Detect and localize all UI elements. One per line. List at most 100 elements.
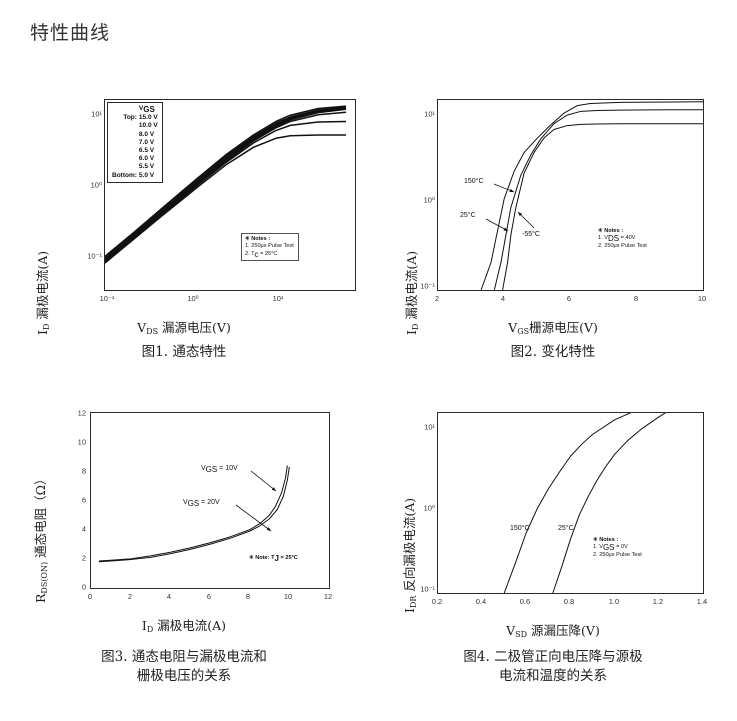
figure-4-label-150c: 150°C: [510, 525, 530, 532]
figure-3-ytick-5: 2: [81, 553, 86, 563]
figure-2-xtick-1: 4: [500, 294, 506, 303]
figure-3-notes: ✳ Note: TJ = 25°C: [246, 553, 302, 565]
figure-1-ytick-0: 10¹: [91, 109, 102, 119]
figure-1-xtick-0: 10⁻¹: [99, 294, 115, 303]
figure-3-caption-line2: 栅极电压的关系: [136, 668, 232, 684]
figure-1-xtick-2: 10¹: [272, 294, 284, 303]
figure-4-x-axis-title: VSD 源漏压降(V): [369, 620, 737, 639]
figure-3-xtick-5: 10: [283, 592, 293, 601]
x-label-text: 漏极电流(A): [153, 618, 227, 633]
figure-4-caption-line1: 图4. 二极管正向电压降与源极: [463, 649, 643, 665]
y-label-text: 通态电阻（Ω）: [33, 472, 48, 562]
note-line-0: ✳ Note: TJ = 25°C: [249, 554, 298, 563]
x-label-subscript: SD: [515, 630, 528, 639]
note-line-1: 1. VGS = 0V: [593, 543, 628, 553]
legend-position-label: [111, 139, 138, 147]
figure-3-ytick-0: 12: [77, 408, 86, 418]
figure-3: RDS(ON) 通态电阻（Ω） ✳ Note: TJ = 25°C VGS = 1…: [0, 398, 368, 718]
y-label-text: 漏极电流(A): [35, 250, 50, 324]
figure-2-label-25c-leader: [485, 218, 509, 232]
curve--55-c: [502, 123, 703, 290]
figure-4-label-25c: 25°C: [558, 525, 574, 532]
legend-value-7: 5.0 V: [138, 171, 155, 179]
figure-3-xtick-1: 2: [127, 592, 133, 601]
figure-1-ytick-2: 10⁻¹: [87, 251, 102, 261]
figure-4-xtick-1: 0.4: [475, 597, 487, 606]
note-line-2: 2. Tc = 25°C: [245, 249, 278, 259]
legend-position-label: [111, 122, 138, 130]
figure-4-xtick-4: 1.0: [608, 597, 620, 606]
y-label-text: 反向漏极电流(A): [402, 497, 417, 596]
figure-1: ID 漏极电流(A) VGS Top: 15.0 V 10.0 V 8.0 V 7.0 V…: [0, 85, 368, 385]
figure-4-xtick-5: 1.2: [652, 597, 664, 606]
x-label-text: 源漏压降(V): [527, 623, 600, 638]
figure-2-plot-area: ✳ Notes :1. VDS = 40V 2. 250μs Pulse Test…: [437, 99, 704, 291]
figure-4-notes: ✳ Notes :1. VGS = 0V 2. 250μs Pulse Test: [590, 535, 646, 562]
figure-4: IDR 反向漏极电流(A) ✳ Notes :1. VGS = 0V 2. 250…: [369, 398, 737, 718]
figure-2-x-axis-title: VGS栅源电压(V): [369, 317, 737, 336]
figure-3-x-axis-title: ID 漏极电流(A): [0, 615, 368, 634]
figure-3-xtick-3: 6: [206, 592, 212, 601]
legend-position-label: Top:: [123, 114, 137, 122]
figure-4-ytick-2: 10⁻¹: [420, 584, 435, 594]
figure-3-ytick-1: 10: [77, 437, 86, 447]
y-label-symbol: I: [402, 608, 417, 613]
y-label-symbol: R: [33, 593, 48, 603]
curve-150-c: [503, 413, 632, 593]
figure-4-xtick-6: 1.4: [696, 597, 708, 606]
figure-2-label-150c: 150°C: [464, 178, 484, 185]
note-line-2: 2. 250μs Pulse Test: [598, 242, 647, 249]
legend-value-2: 8.0 V: [138, 130, 155, 138]
note-line-1: 1. VDS = 40V: [598, 234, 636, 244]
figure-2-xtick-3: 8: [633, 294, 639, 303]
x-label-symbol: V: [508, 320, 518, 335]
figure-3-xtick-4: 8: [245, 592, 251, 601]
legend-position-label: [111, 131, 138, 139]
curve-vgs-5-0v: [105, 134, 347, 264]
figure-1-x-axis-title: VDS 漏源电压(V): [0, 317, 368, 336]
note-line-0: ✳ Notes :: [598, 228, 624, 234]
curve-vgs-10v: [98, 465, 288, 562]
curve-25-c: [552, 413, 667, 593]
page-title: 特性曲线: [30, 22, 111, 44]
figure-2: ID 漏极电流(A) ✳ Notes :1. VDS = 40V 2. 250μs…: [369, 85, 737, 385]
x-label-text: 漏源电压(V): [158, 320, 231, 335]
y-label-subscript: DS(ON): [40, 561, 49, 594]
legend-value-0: 15.0 V: [138, 114, 158, 122]
figure-3-xtick-0: 0: [87, 592, 93, 601]
curve-layer: [503, 413, 667, 593]
figure-3-plot-area: ✳ Note: TJ = 25°C VGS = 10V VGS = 20V: [90, 412, 330, 589]
figure-3-label-vgs-20v: VGS = 20V: [183, 499, 220, 508]
figure-2-label-minus55c-leader: [517, 211, 535, 229]
figure-3-ytick-6: 0: [81, 582, 86, 592]
figure-1-caption: 图1. 通态特性: [141, 344, 227, 360]
x-label-subscript: GS: [517, 327, 530, 336]
x-label-symbol: V: [137, 320, 147, 335]
curve-vgs-15-0v: [105, 105, 347, 257]
figure-2-xtick-4: 10: [697, 294, 707, 303]
legend-value-1: 10.0 V: [138, 122, 158, 130]
curve-vgs-20v: [98, 466, 290, 563]
curve-layer: [105, 105, 347, 264]
legend-value-5: 6.0 V: [138, 155, 155, 163]
x-label-symbol: I: [141, 618, 147, 633]
figure-3-xtick-2: 4: [166, 592, 172, 601]
legend-position-label: Bottom:: [112, 171, 137, 179]
figure-2-xtick-0: 2: [434, 294, 440, 303]
figure-3-y-axis-title: RDS(ON) 通态电阻（Ω）: [30, 473, 49, 603]
legend-value-4: 6.5 V: [138, 147, 155, 155]
figure-2-label-minus55c: -55°C: [522, 231, 540, 238]
figure-3-label-vgs-20v-leader: [235, 504, 272, 532]
figure-3-ytick-3: 6: [81, 495, 86, 505]
figure-4-ytick-0: 10¹: [424, 422, 435, 432]
legend-position-label: [111, 147, 138, 155]
figure-4-caption-line2: 电流和温度的关系: [499, 668, 607, 684]
figure-4-xtick-3: 0.8: [563, 597, 575, 606]
figure-2-ytick-0: 10¹: [424, 109, 435, 119]
figure-1-xtick-1: 10⁰: [187, 294, 199, 303]
figure-1-ytick-1: 10⁰: [90, 180, 102, 190]
note-line-0: ✳ Notes :: [593, 537, 619, 543]
figure-3-xtick-6: 12: [323, 592, 333, 601]
